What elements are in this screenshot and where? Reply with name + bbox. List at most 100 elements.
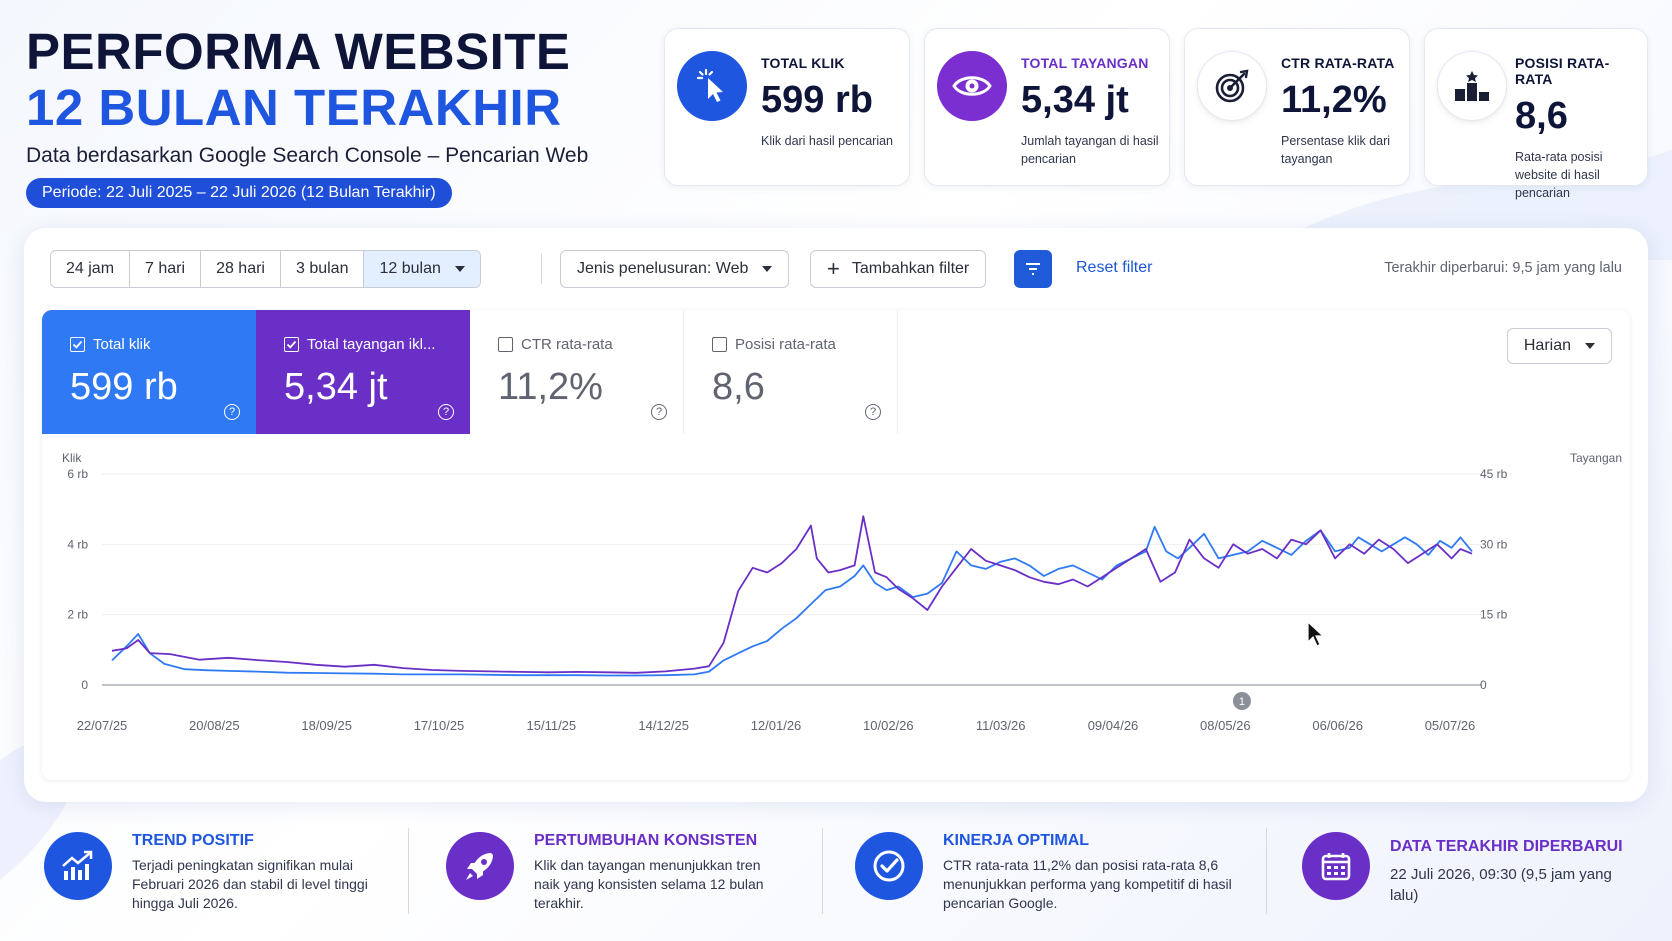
range-12-bulan-label: 12 bulan [379,260,441,277]
kpi-label: TOTAL TAYANGAN [1021,55,1149,71]
granularity-dropdown[interactable]: Harian [1506,328,1612,364]
checkbox-checked-icon [70,337,85,352]
kpi-value: 599 rb [761,79,873,121]
calendar-icon [1302,832,1370,900]
range-28-hari[interactable]: 28 hari [201,251,281,287]
kpi-card-posisi: POSISI RATA-RATA 8,6 Rata-rata posisi we… [1424,28,1648,200]
help-icon[interactable]: ? [438,404,454,420]
kpi-card-ctr: CTR RATA-RATA 11,2% Persentase klik dari… [1184,28,1410,186]
kpi-description: Persentase klik dari tayangan [1281,134,1391,166]
insight-pertumbuhan: PERTUMBUHAN KONSISTEN Klik dan tayangan … [446,826,816,916]
kpi-value: 11,2% [1281,79,1387,121]
metric-label: CTR rata-rata [521,336,613,353]
left-tick-label: 4 rb [67,537,88,551]
page-title-line1: PERFORMA WEBSITE [26,23,571,80]
x-tick-label: 17/10/25 [414,718,465,733]
reset-filter-link[interactable]: Reset filter [1076,259,1153,276]
search-type-dropdown[interactable]: Jenis penelusuran: Web [560,250,790,288]
kpi-label: TOTAL KLIK [761,55,845,71]
add-filter-button[interactable]: + Tambahkan filter [810,250,987,288]
rocket-icon [446,832,514,900]
check-circle-icon [855,832,923,900]
filter-toolbar: 24 jam 7 hari 28 hari 3 bulan 12 bulan J… [50,250,1622,288]
left-tick-label: 6 rb [67,467,88,481]
series-line-klik [111,525,1473,677]
range-7-hari[interactable]: 7 hari [130,251,202,287]
right-tick-label: 0 [1480,678,1487,692]
insight-title: PERTUMBUHAN KONSISTEN [534,832,758,849]
kpi-label: POSISI RATA-RATA [1515,55,1610,87]
x-tick-label: 20/08/25 [189,718,240,733]
line-chart: Klik Tayangan 0 2 rb 4 rb 6 rb 0 15 rb 30 rb 45 r… [62,451,1622,733]
mouse-pointer-icon [1307,620,1325,647]
help-icon[interactable]: ? [651,404,667,420]
insight-divider [1266,828,1267,914]
filter-icon [1026,263,1040,275]
last-updated-text: Terakhir diperbarui: 9,5 jam yang lalu [1384,260,1622,276]
left-axis-label: Klik [62,451,82,465]
metric-tile-total-klik[interactable]: Total klik 599 rb ? [42,310,256,434]
x-tick-label: 06/06/26 [1312,718,1363,733]
kpi-description: Rata-rata posisi website di hasil pencar… [1515,150,1603,200]
metric-value: 11,2% [498,366,603,408]
x-tick-label: 10/02/26 [863,718,914,733]
metric-tile-total-tayangan[interactable]: Total tayangan ikl... 5,34 jt ? [256,310,470,434]
performance-chart-card: Total klik 599 rb ? Total tayangan ikl..… [42,310,1630,780]
metric-value: 8,6 [712,366,765,408]
x-tick-label: 22/07/25 [77,718,128,733]
insight-description: Klik dan tayangan menunjukkan tren naik … [534,857,764,911]
kpi-value: 5,34 jt [1021,79,1129,121]
search-console-panel: 24 jam 7 hari 28 hari 3 bulan 12 bulan J… [24,228,1648,802]
metric-tile-ctr[interactable]: CTR rata-rata 11,2% ? [470,310,684,434]
metric-value: 5,34 jt [284,366,388,408]
kpi-label: CTR RATA-RATA [1281,55,1395,71]
search-type-label: Jenis penelusuran: Web [577,260,749,277]
toolbar-divider [541,254,542,284]
help-icon[interactable]: ? [224,404,240,420]
annotation-marker-label: 1 [1239,696,1245,708]
metric-value: 599 rb [70,366,178,408]
eye-icon [937,51,1007,121]
kpi-description: Jumlah tayangan di hasil pencarian [1021,134,1159,166]
target-icon [1197,51,1267,121]
insight-description: CTR rata-rata 11,2% dan posisi rata-rata… [943,857,1232,911]
checkbox-unchecked-icon [712,337,727,352]
x-tick-label: 14/12/25 [638,718,689,733]
left-tick-label: 0 [81,678,88,692]
checkbox-unchecked-icon [498,337,513,352]
cursor-click-icon [677,51,747,121]
insight-divider [408,828,409,914]
annotation-marker [1232,692,1251,710]
filter-options-button[interactable] [1014,250,1052,288]
x-tick-label: 08/05/26 [1200,718,1251,733]
period-badge: Periode: 22 Juli 2025 – 22 Juli 2026 (12… [26,178,452,208]
help-icon[interactable]: ? [865,404,881,420]
x-tick-label: 09/04/26 [1088,718,1139,733]
metric-label: Total klik [93,336,151,353]
x-tick-label: 15/11/25 [527,718,577,733]
series-line-tayangan [111,515,1473,674]
podium-icon [1437,51,1507,121]
range-24-jam[interactable]: 24 jam [51,251,131,287]
page-subtitle: Data berdasarkan Google Search Console –… [26,144,589,167]
chevron-down-icon [762,266,773,272]
insight-title: DATA TERAKHIR DIPERBARUI [1390,838,1623,855]
chevron-down-icon [454,266,465,272]
insight-divider [822,828,823,914]
hero-header: PERFORMA WEBSITE 12 BULAN TERAKHIR Data … [26,24,646,208]
insight-trend-positif: TREND POSITIF Terjadi peningkatan signif… [44,826,414,916]
checkbox-checked-icon [284,337,299,352]
left-tick-label: 2 rb [67,608,88,622]
kpi-description: Klik dari hasil pencarian [761,134,894,148]
insight-data-diperbarui: DATA TERAKHIR DIPERBARUI 22 Juli 2026, 0… [1302,826,1662,916]
insight-description: Terjadi peningkatan signifikan mulai Feb… [132,857,368,911]
range-12-bulan[interactable]: 12 bulan [364,251,480,287]
x-tick-label: 11/03/26 [976,718,1026,733]
kpi-card-total-tayangan: TOTAL TAYANGAN 5,34 jt Jumlah tayangan d… [924,28,1170,186]
range-3-bulan[interactable]: 3 bulan [280,251,365,287]
add-filter-label: Tambahkan filter [851,260,970,277]
right-tick-label: 30 rb [1480,537,1508,551]
metric-tile-posisi[interactable]: Posisi rata-rata 8,6 ? [684,310,898,434]
insight-title: KINERJA OPTIMAL [943,832,1090,849]
insight-title: TREND POSITIF [132,832,254,849]
